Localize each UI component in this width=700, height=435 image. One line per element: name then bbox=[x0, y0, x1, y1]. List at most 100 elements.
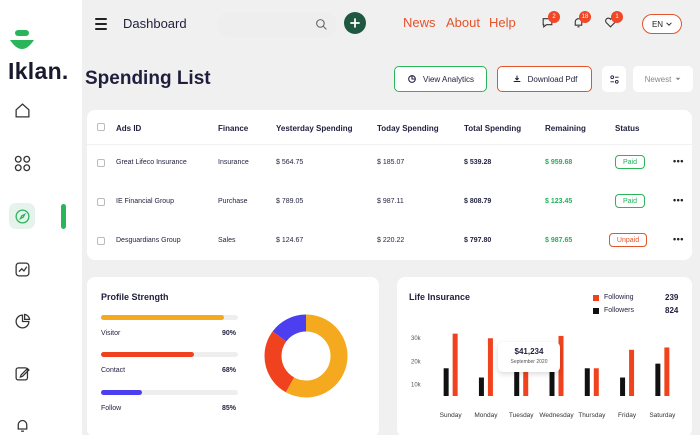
y-tick-label: 20k bbox=[411, 359, 422, 365]
row-checkbox[interactable] bbox=[97, 237, 105, 245]
column-header[interactable]: Ads ID bbox=[116, 124, 142, 133]
search-bar[interactable] bbox=[217, 12, 337, 37]
row-checkbox[interactable] bbox=[97, 198, 105, 206]
legend-value-followers: 824 bbox=[665, 306, 679, 315]
legend-swatch-followers bbox=[593, 308, 599, 314]
profile-strength-card: Profile Strength Visitor 90% Contact 68%… bbox=[87, 277, 379, 435]
yesterday-cell: $ 564.75 bbox=[276, 159, 304, 166]
column-header[interactable]: Total Spending bbox=[464, 124, 522, 133]
bar-followers bbox=[655, 363, 661, 396]
bar-following bbox=[452, 333, 458, 396]
brand-name: Iklan. bbox=[8, 58, 69, 84]
progress-percent: 68% bbox=[222, 367, 237, 374]
select-all-checkbox[interactable] bbox=[97, 123, 105, 131]
bar-following bbox=[629, 349, 635, 396]
total-cell: $ 797.80 bbox=[464, 237, 492, 244]
favorites-count-badge: 1 bbox=[611, 11, 623, 23]
compass-icon bbox=[14, 208, 30, 224]
progress-label: Visitor bbox=[101, 330, 121, 337]
sidebar-item-edit[interactable] bbox=[9, 360, 35, 386]
column-header[interactable]: Remaining bbox=[545, 124, 586, 133]
home-icon bbox=[14, 102, 30, 118]
remaining-cell: $ 123.45 bbox=[545, 198, 573, 205]
download-icon bbox=[513, 75, 520, 83]
messages-count-badge: 2 bbox=[548, 11, 560, 23]
x-tick-label: Friday bbox=[618, 412, 637, 419]
sort-dropdown[interactable]: Newest bbox=[633, 66, 693, 92]
yesterday-cell: $ 124.67 bbox=[276, 237, 304, 244]
sidebar-item-reports[interactable] bbox=[9, 308, 35, 334]
column-header[interactable]: Today Spending bbox=[377, 124, 439, 133]
today-cell: $ 987.11 bbox=[377, 198, 404, 205]
status-badge: Unpaid bbox=[609, 233, 647, 247]
status-badge: Paid bbox=[615, 194, 645, 208]
finance-cell: Sales bbox=[218, 237, 236, 244]
download-pdf-button[interactable]: Download Pdf bbox=[497, 66, 592, 92]
row-actions-button[interactable]: ••• bbox=[673, 195, 684, 205]
nav-link-news[interactable]: News bbox=[403, 15, 436, 30]
search-input[interactable] bbox=[227, 16, 312, 33]
column-header[interactable]: Finance bbox=[218, 124, 249, 133]
download-pdf-label: Download Pdf bbox=[527, 74, 578, 84]
remaining-cell: $ 987.65 bbox=[545, 237, 573, 244]
row-checkbox[interactable] bbox=[97, 159, 105, 167]
sidebar-item-home[interactable] bbox=[9, 97, 35, 123]
remaining-cell: $ 959.68 bbox=[545, 159, 573, 166]
bar-followers bbox=[514, 363, 520, 396]
row-actions-button[interactable]: ••• bbox=[673, 234, 684, 244]
x-tick-label: Wednesday bbox=[539, 412, 574, 419]
spending-table: Ads ID Finance Yesterday Spending Today … bbox=[87, 110, 692, 260]
bar-following bbox=[593, 368, 599, 396]
notifications-count-badge: 18 bbox=[579, 11, 591, 23]
progress-fill bbox=[101, 390, 143, 395]
ads-id-cell: IE Financial Group bbox=[116, 198, 174, 205]
row-actions-button[interactable]: ••• bbox=[673, 156, 684, 166]
language-label: EN bbox=[651, 19, 664, 29]
today-cell: $ 185.07 bbox=[377, 159, 405, 166]
sidebar-item-analytics[interactable] bbox=[9, 256, 35, 282]
bar-followers bbox=[478, 377, 484, 396]
caret-down-icon bbox=[675, 77, 681, 81]
y-tick-label: 30k bbox=[411, 336, 422, 342]
progress-track bbox=[101, 315, 238, 320]
progress-track bbox=[101, 390, 238, 395]
chart-line-icon bbox=[14, 261, 30, 277]
x-tick-label: Tuesday bbox=[509, 412, 534, 419]
active-indicator bbox=[61, 204, 66, 229]
column-header[interactable]: Yesterday Spending bbox=[276, 124, 353, 133]
column-header[interactable]: Status bbox=[615, 124, 640, 133]
legend-value-following: 239 bbox=[665, 293, 679, 302]
legend-swatch-following bbox=[593, 295, 599, 301]
language-select[interactable]: EN bbox=[642, 14, 682, 34]
sidebar-item-notifications[interactable] bbox=[9, 412, 35, 435]
pie-chart-icon bbox=[14, 313, 30, 329]
nav-link-help[interactable]: Help bbox=[489, 15, 516, 30]
bar-following bbox=[487, 338, 493, 396]
messages-button[interactable]: 2 bbox=[541, 11, 560, 32]
menu-toggle-button[interactable] bbox=[95, 18, 107, 30]
progress-percent: 90% bbox=[222, 330, 237, 337]
view-analytics-button[interactable]: View Analytics bbox=[394, 66, 487, 92]
total-cell: $ 539.28 bbox=[464, 159, 492, 166]
divider bbox=[87, 144, 692, 145]
filter-icon bbox=[609, 74, 619, 84]
chart-tooltip: $41,234 September 2020 bbox=[498, 342, 560, 372]
life-insurance-card: 30k 20k 10k Sunday Monday Tuesday Wednesday Thu… bbox=[397, 277, 692, 435]
donut-segment bbox=[264, 314, 348, 398]
sidebar-item-explore[interactable] bbox=[9, 203, 35, 229]
bar-following bbox=[664, 347, 670, 396]
progress-percent: 85% bbox=[222, 405, 237, 412]
notifications-button[interactable]: 18 bbox=[572, 11, 591, 32]
filter-button[interactable] bbox=[602, 66, 626, 92]
favorites-button[interactable]: 1 bbox=[604, 11, 623, 32]
chevron-down-icon bbox=[666, 22, 672, 26]
bar-followers bbox=[584, 368, 590, 396]
nav-link-about[interactable]: About bbox=[446, 15, 480, 30]
search-icon[interactable] bbox=[315, 18, 328, 31]
sidebar-item-grid[interactable] bbox=[9, 150, 35, 176]
progress-track bbox=[101, 352, 238, 357]
add-button[interactable] bbox=[344, 12, 366, 34]
legend-label-following: Following bbox=[604, 294, 634, 301]
ads-id-cell: Desguardians Group bbox=[116, 237, 181, 244]
profile-strength-title: Profile Strength bbox=[101, 292, 169, 302]
